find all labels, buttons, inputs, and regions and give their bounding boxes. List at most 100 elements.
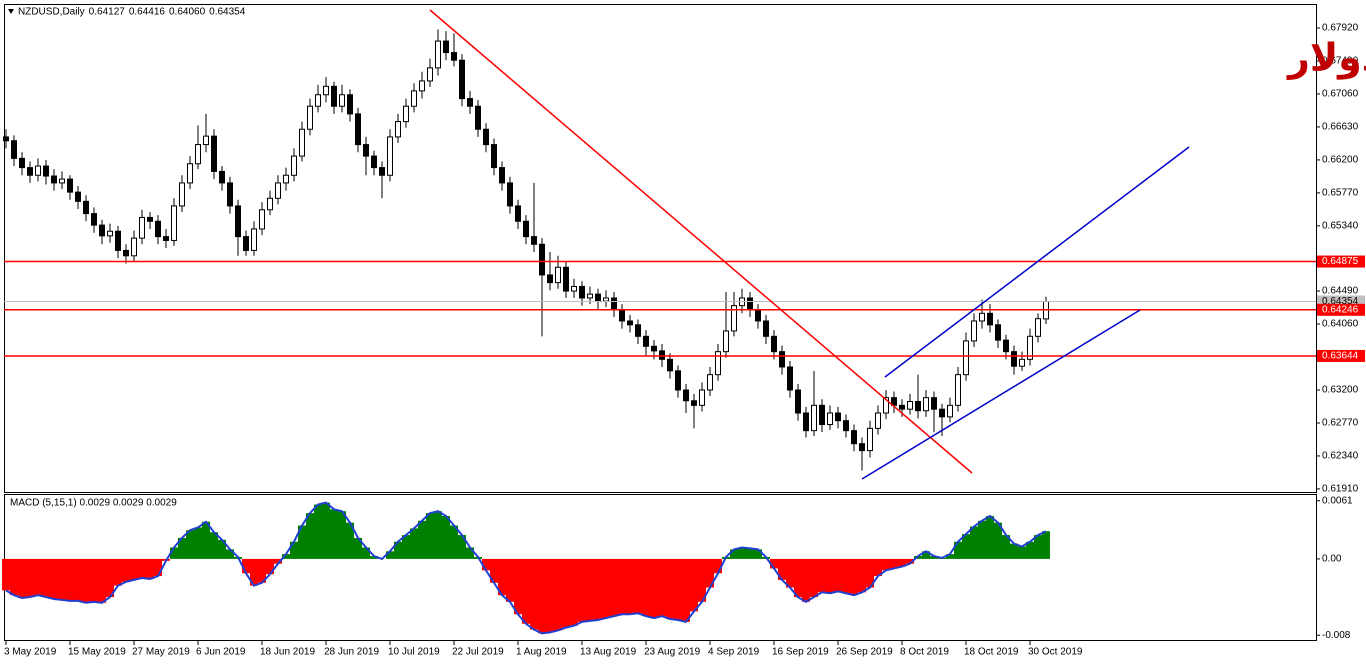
candle-body <box>963 340 969 376</box>
candle-body <box>603 297 609 302</box>
candle-body <box>75 191 81 202</box>
macd-bar <box>242 558 250 574</box>
candle-body <box>843 420 849 432</box>
candle-body <box>635 324 641 337</box>
macd-bar <box>290 541 298 559</box>
macd-bar <box>442 515 450 559</box>
candle-body <box>523 220 529 238</box>
candle-body <box>395 121 401 138</box>
macd-bar <box>1042 531 1050 559</box>
candle-body <box>899 404 905 410</box>
level-label-box <box>1317 303 1365 316</box>
candle-body <box>43 165 49 177</box>
candle-body <box>35 165 41 176</box>
x-tick-label: 3 May 2019 <box>4 647 57 658</box>
macd-bar <box>434 511 442 559</box>
macd-bar <box>114 558 122 586</box>
candle-body <box>715 351 721 376</box>
macd-bar <box>882 558 890 571</box>
macd-bar <box>322 502 330 559</box>
macd-bar <box>450 525 458 559</box>
candle-body <box>1003 339 1009 353</box>
y-tick-label: 0.65770 <box>1322 188 1359 199</box>
candle-body <box>539 243 545 276</box>
macd-bar <box>906 558 914 564</box>
candle-body <box>723 330 729 353</box>
macd-bar <box>362 547 370 559</box>
macd-bar <box>18 558 26 599</box>
macd-bar <box>794 558 802 598</box>
macd-bar <box>642 558 650 617</box>
header-value: 0.64354 <box>209 7 246 18</box>
candle-body <box>747 297 753 310</box>
candle-body <box>59 178 65 184</box>
price-panel <box>4 4 1317 493</box>
candle-body <box>579 285 585 299</box>
candle-body <box>571 285 577 292</box>
y-tick-label: 0.61910 <box>1322 484 1359 495</box>
candle-body <box>307 105 313 130</box>
candle-body <box>203 135 209 146</box>
macd-bar <box>498 558 506 596</box>
macd-bar <box>770 558 778 569</box>
macd-bar <box>650 558 658 619</box>
macd-bar <box>34 558 42 596</box>
macd-bar <box>298 525 306 559</box>
candle-body <box>1035 318 1041 337</box>
x-tick-label: 13 Aug 2019 <box>580 647 637 658</box>
macd-bar <box>122 558 130 582</box>
candle-body <box>347 94 353 115</box>
candle-body <box>171 205 177 241</box>
y-tick-label: 0.67060 <box>1322 89 1359 100</box>
candle-body <box>323 85 329 96</box>
macd-bar <box>570 558 578 626</box>
candle-body <box>83 200 89 215</box>
macd-bar <box>546 558 554 633</box>
macd-bar <box>986 515 994 559</box>
candle-body <box>563 266 569 292</box>
macd-bar <box>250 558 258 586</box>
macd-bar <box>978 520 986 559</box>
macd-bar <box>2 558 10 591</box>
macd-bar <box>106 558 114 598</box>
candle-body <box>435 40 441 69</box>
candle-body <box>771 335 777 353</box>
candle-body <box>243 236 249 251</box>
macd-bar <box>898 558 906 567</box>
x-tick-label: 18 Oct 2019 <box>964 647 1019 658</box>
collapse-arrow[interactable] <box>8 9 14 14</box>
macd-bar <box>394 541 402 559</box>
macd-bar <box>26 558 34 598</box>
candle-body <box>675 370 681 391</box>
drawn-objects <box>429 9 1190 480</box>
candle-body <box>187 163 193 184</box>
y-tick-label: 0.65340 <box>1322 221 1359 232</box>
x-tick-label: 1 Aug 2019 <box>516 647 567 658</box>
macd-bar <box>714 558 722 574</box>
macd-bar <box>1002 535 1010 559</box>
candle-body <box>643 335 649 347</box>
macd-bar <box>826 558 834 594</box>
candle-body <box>891 397 897 406</box>
candle-body <box>371 155 377 169</box>
candle-body <box>355 113 361 146</box>
trend-line <box>429 9 973 474</box>
macd-bar <box>578 558 586 622</box>
x-tick-label: 18 Jun 2019 <box>260 647 315 658</box>
macd-bar <box>194 527 202 559</box>
candle-body <box>515 205 521 222</box>
candle-body <box>315 94 321 107</box>
candle-body <box>107 230 113 237</box>
macd-bar <box>866 558 874 588</box>
macd-bar <box>602 558 610 619</box>
macd-bar <box>386 551 394 559</box>
macd-bar <box>154 558 162 577</box>
level-label: 0.64246 <box>1322 304 1359 315</box>
macd-bar <box>186 530 194 559</box>
macd-bar <box>402 535 410 559</box>
level-label-box <box>1317 349 1365 362</box>
macd-bar <box>146 558 154 579</box>
candle-body <box>731 305 737 332</box>
candle-body <box>163 236 169 241</box>
x-tick-label: 22 Jul 2019 <box>452 647 504 658</box>
